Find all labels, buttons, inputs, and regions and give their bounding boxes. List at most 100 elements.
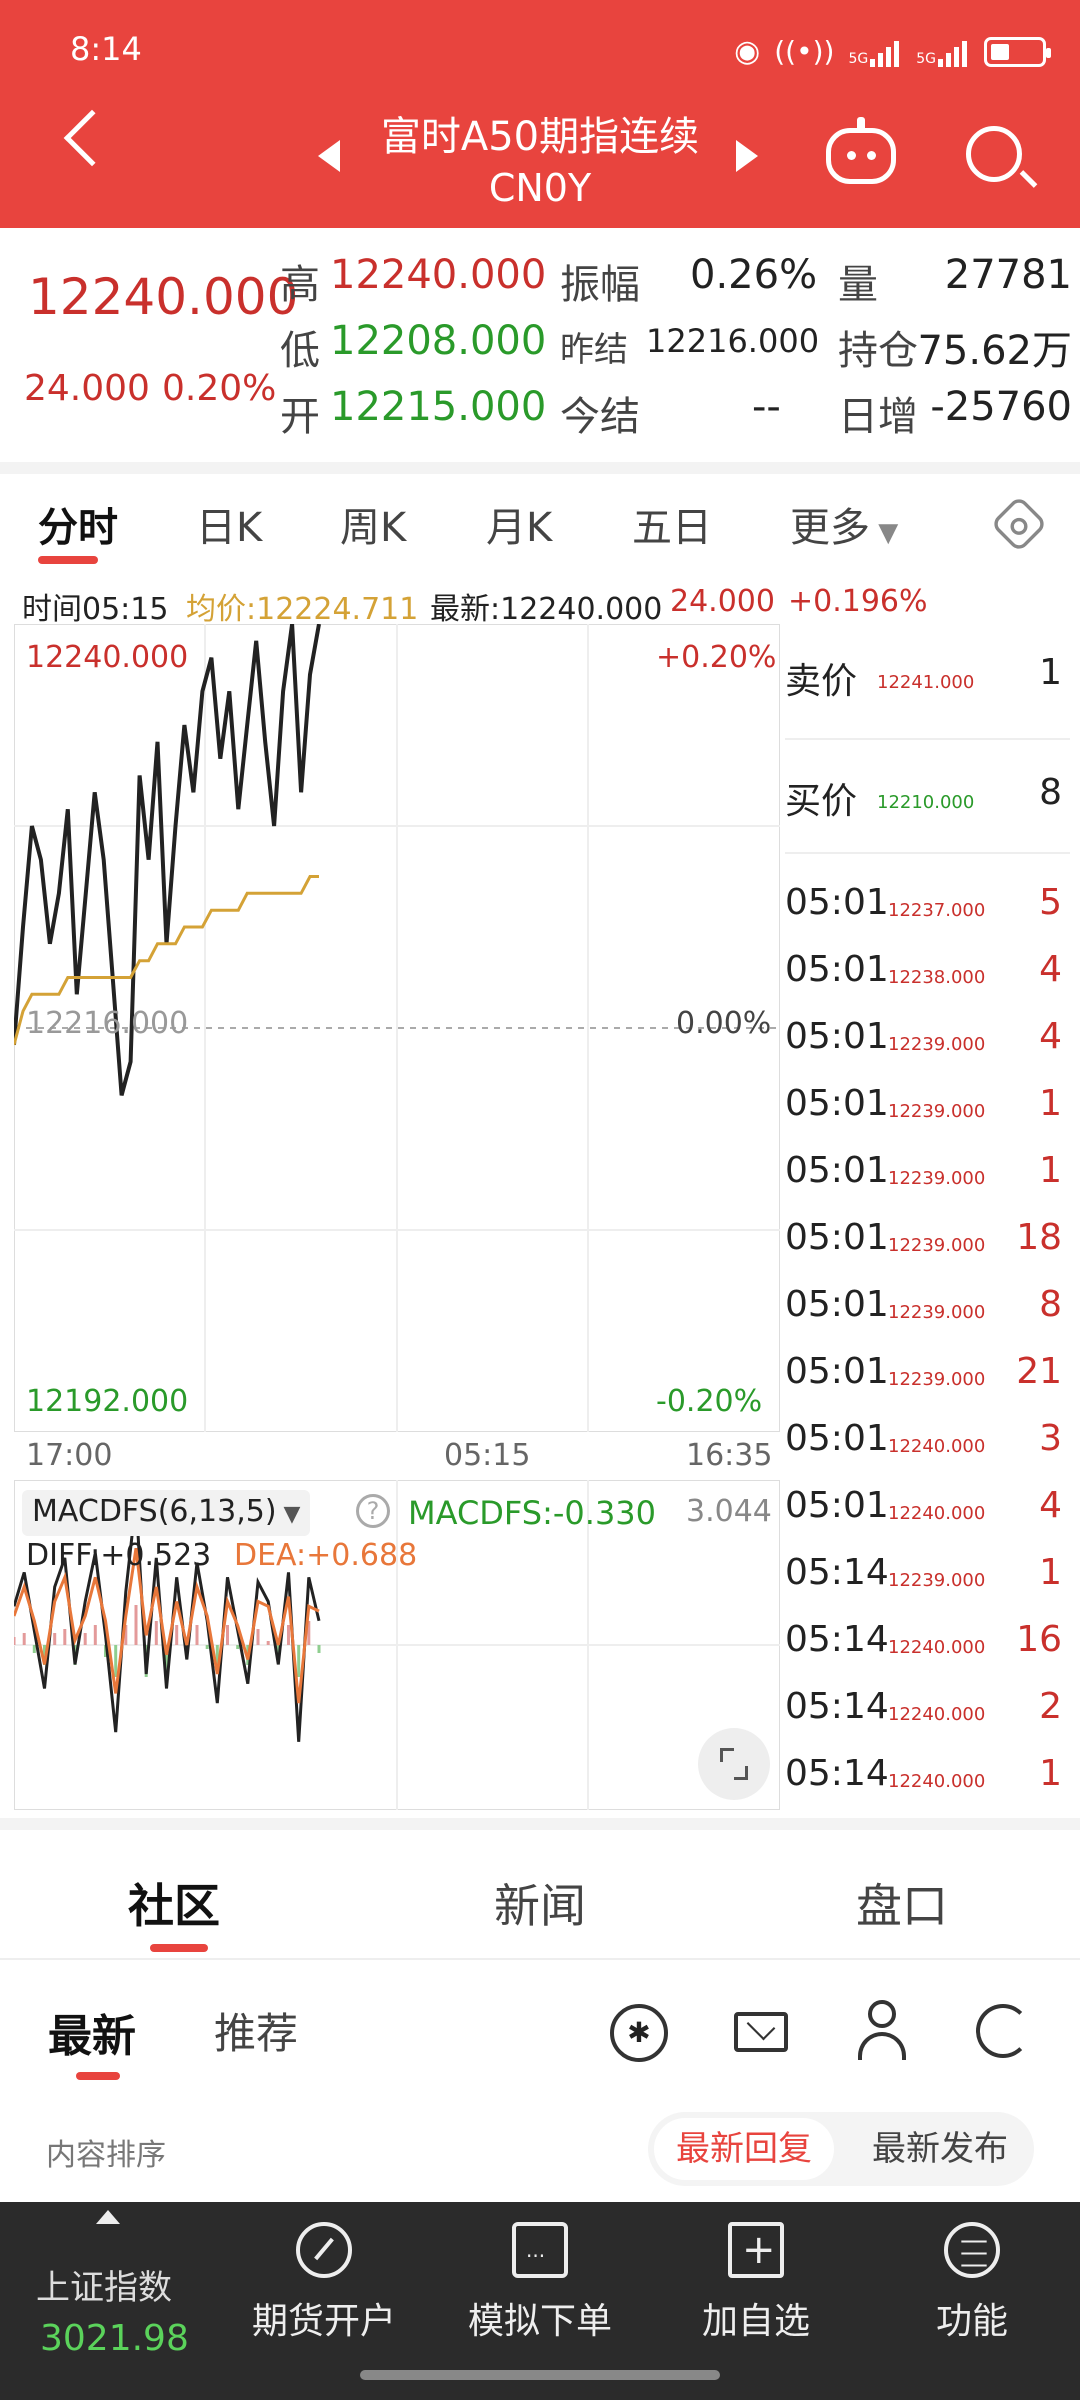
- divider: [0, 462, 1080, 474]
- index-value: 3021.98: [40, 2318, 189, 2359]
- tab-weekly-k[interactable]: 周K: [340, 505, 407, 551]
- stock-badge-icon[interactable]: ✱: [610, 2004, 668, 2062]
- mail-icon[interactable]: [734, 2011, 788, 2052]
- macd-selector[interactable]: MACDFS(6,13,5) ▼: [22, 1490, 311, 1536]
- tick-volume: 8: [1039, 1284, 1062, 1325]
- tick-time: 05:14: [785, 1753, 889, 1794]
- user-icon[interactable]: [858, 2000, 906, 2062]
- tick-price: 12239.000: [888, 1570, 986, 1591]
- next-contract-icon[interactable]: [736, 140, 758, 172]
- tab-five-day[interactable]: 五日: [632, 505, 712, 551]
- fullscreen-icon[interactable]: [698, 1728, 770, 1800]
- bid-row[interactable]: 买价 12210.000 8: [785, 760, 1070, 826]
- tab-intraday[interactable]: 分时: [38, 505, 118, 551]
- robot-icon[interactable]: [826, 117, 896, 184]
- open-value: 12215.000: [330, 384, 547, 430]
- help-icon[interactable]: ?: [356, 1494, 390, 1528]
- macd-value: MACDFS:-0.330: [408, 1494, 657, 1532]
- nav-paper-trade[interactable]: ··· 模拟下单: [460, 2222, 620, 2344]
- tick-price: 12240.000: [888, 1436, 986, 1457]
- tick-time: 05:01: [785, 1485, 889, 1526]
- menu-icon: — — —: [944, 2222, 1000, 2278]
- index-name[interactable]: 上证指数: [36, 2268, 172, 2308]
- eye-icon: ◉: [734, 34, 761, 69]
- diff-line: [14, 1499, 321, 1742]
- subtab-latest[interactable]: 最新: [48, 2011, 136, 2062]
- tick-time: 05:01: [785, 882, 889, 923]
- low-label: 低: [280, 328, 320, 374]
- subtab-recommended[interactable]: 推荐: [214, 2009, 299, 2058]
- tick-time: 05:01: [785, 1284, 889, 1325]
- status-time: 8:14: [70, 30, 142, 68]
- add-icon: +: [728, 2222, 784, 2278]
- tick-price: 12239.000: [888, 1168, 986, 1189]
- prev-settle-label: 昨结: [560, 330, 628, 370]
- tab-monthly-k[interactable]: 月K: [486, 505, 553, 551]
- settle-value: --: [752, 384, 781, 430]
- tick-time: 05:01: [785, 1150, 889, 1191]
- tick-row: 05:01 12240.000 3: [785, 1408, 1070, 1474]
- tick-volume: 3: [1039, 1418, 1062, 1459]
- tab-community[interactable]: 社区: [128, 1879, 220, 1933]
- high-label: 高: [280, 262, 320, 308]
- amplitude-value: 0.26%: [690, 252, 818, 298]
- settle-label: 今结: [560, 394, 640, 440]
- tick-row: 05:01 12239.000 21: [785, 1341, 1070, 1407]
- nav-label: 功能: [935, 2301, 1008, 2342]
- wifi-icon: ((•)): [774, 35, 835, 68]
- gesture-bar[interactable]: [360, 2370, 720, 2380]
- oi-change-label: 日增: [838, 394, 918, 440]
- battery-icon: [984, 36, 1051, 67]
- low-value: 12208.000: [330, 318, 547, 364]
- tick-price: 12237.000: [888, 900, 986, 921]
- tick-volume: 1: [1039, 1552, 1062, 1593]
- tick-time: 05:01: [785, 1083, 889, 1124]
- signal-icon-2: 5G: [916, 37, 970, 67]
- tab-order-book[interactable]: 盘口: [856, 1879, 948, 1933]
- nav-functions[interactable]: — — — 功能: [892, 2222, 1052, 2344]
- volume-label: 量: [838, 262, 878, 308]
- bid-volume: 8: [1039, 772, 1062, 813]
- amplitude-label: 振幅: [560, 262, 640, 308]
- info-avg: 均价:12224.711: [186, 592, 419, 627]
- sort-latest-post[interactable]: 最新发布: [872, 2129, 1008, 2169]
- ask-row[interactable]: 卖价 12241.000 1: [785, 640, 1070, 706]
- divider: [0, 1818, 1080, 1830]
- app-header: 8:14 ◉ ((•)) 5G 5G 富时A50期指连续 CN0Y: [0, 0, 1080, 228]
- bid-label: 买价: [785, 781, 858, 822]
- sort-latest-reply[interactable]: 最新回复: [654, 2118, 834, 2180]
- x-label-start: 17:00: [26, 1438, 113, 1473]
- info-change-pct: +0.196%: [788, 584, 928, 619]
- search-icon[interactable]: [966, 126, 1022, 182]
- y-top-label: 12240.000: [26, 640, 189, 675]
- tick-price: 12240.000: [888, 1771, 986, 1792]
- ask-label: 卖价: [785, 661, 858, 702]
- tick-time: 05:14: [785, 1619, 889, 1660]
- settings-icon[interactable]: [990, 495, 1048, 553]
- prev-contract-icon[interactable]: [318, 140, 340, 172]
- tick-time: 05:01: [785, 1418, 889, 1459]
- info-latest: 最新:12240.000: [430, 592, 663, 627]
- tab-daily-k[interactable]: 日K: [196, 505, 263, 551]
- average-line: [14, 875, 319, 1046]
- sort-label: 内容排序: [46, 2138, 166, 2173]
- tick-volume: 21: [1016, 1351, 1062, 1392]
- refresh-icon[interactable]: [976, 2004, 1030, 2058]
- tick-time: 05:01: [785, 1016, 889, 1057]
- tick-volume: 1: [1039, 1150, 1062, 1191]
- tick-price: 12239.000: [888, 1101, 986, 1122]
- back-icon[interactable]: [63, 109, 121, 167]
- expand-icon[interactable]: [96, 2210, 120, 2224]
- nav-add-watchlist[interactable]: + 加自选: [676, 2222, 836, 2344]
- tick-row: 05:14 12240.000 1: [785, 1743, 1070, 1809]
- status-icons: ◉ ((•)) 5G 5G: [734, 34, 1051, 69]
- tick-price: 12239.000: [888, 1235, 986, 1256]
- dropdown-icon: ▼: [276, 1502, 301, 1527]
- nav-label: 模拟下单: [467, 2301, 612, 2342]
- nav-futures-account[interactable]: 期货开户: [244, 2222, 404, 2344]
- tab-more[interactable]: 更多 ▼: [790, 495, 898, 553]
- macd-label: MACDFS(6,13,5): [32, 1494, 277, 1529]
- page-title: 富时A50期指连续: [380, 114, 700, 160]
- tick-price: 12238.000: [888, 967, 986, 988]
- tab-news[interactable]: 新闻: [494, 1879, 586, 1933]
